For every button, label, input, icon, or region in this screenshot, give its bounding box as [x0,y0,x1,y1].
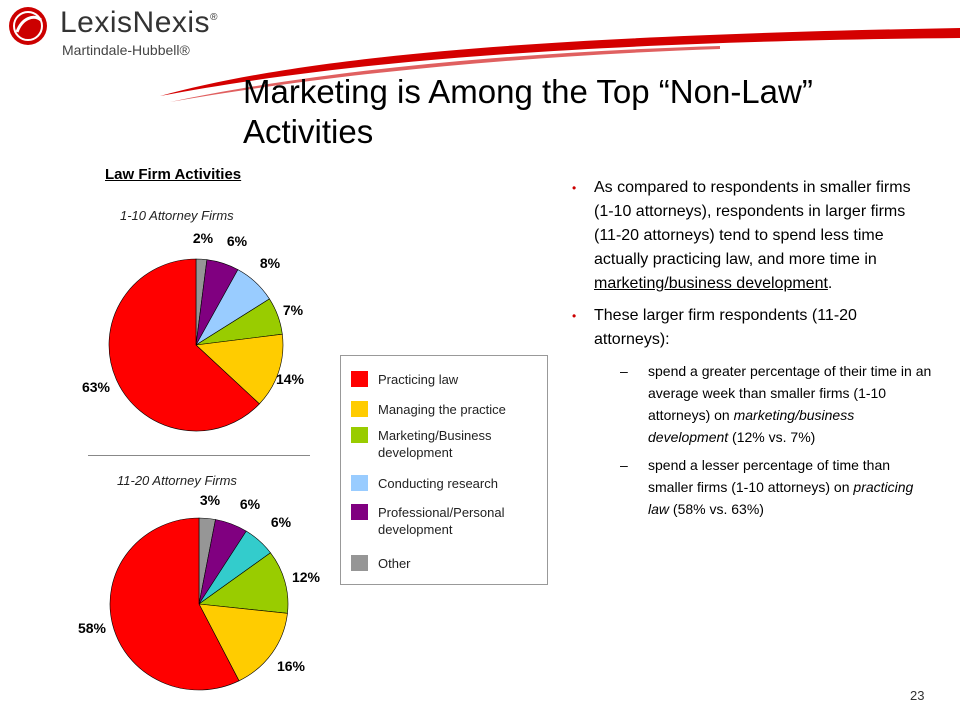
sub-bullet-text: spend a greater percentage of their time… [648,363,932,423]
pie-chart-1-10: 63% 14% 7% 8% 6% 2% [82,230,305,432]
legend-swatch [351,401,368,417]
legend-swatch [351,371,368,387]
legend-item-managing: Managing the practice [351,401,538,418]
legend-label: Marketing/Business development [378,428,492,460]
lexisnexis-logo-icon [9,7,47,45]
pie-data-label: 8% [260,255,281,271]
bullet-dot: • [572,309,577,323]
pie-data-label: 12% [292,569,321,585]
pie-data-label: 2% [193,230,214,246]
legend-swatch [351,504,368,520]
pie-slice-managing-the-practice [198,603,288,682]
legend-label: Conducting research [378,476,498,491]
pie-data-label: 7% [283,302,304,318]
pie-data-label: 63% [82,379,111,395]
legend-label: Managing the practice [378,402,506,417]
bullet-text: These larger firm respondents (11-20 att… [594,307,857,348]
pie1-title: 1-10 Attorney Firms [120,208,234,223]
divider [88,455,310,456]
brand-subtitle: Martindale-Hubbell® [62,42,190,58]
bullet-underlined: marketing/business development [594,275,828,292]
sub-bullet-text: (58% vs. 63%) [669,501,764,517]
sub-bullet-dash: – [620,457,628,473]
legend-item-professional: Professional/Personal development [351,504,538,538]
brand-name: LexisNexis® [60,6,218,39]
bullet-list: • As compared to respondents in smaller … [572,176,932,526]
sub-bullet-italic: marketing/business development [648,407,855,445]
legend-item-marketing: Marketing/Business development [351,427,538,461]
pie-data-label: 3% [200,492,221,508]
sub-bullet-italic: practicing law [648,479,914,517]
pie-data-label: 6% [271,514,292,530]
legend-label: Professional/Personal development [378,505,505,537]
legend-item-practicing-law: Practicing law [351,371,538,388]
pie-data-label: 14% [276,371,305,387]
legend-swatch [351,427,368,443]
sub-bullet-text: (12% vs. 7%) [728,429,816,445]
legend-item-other: Other [351,555,538,572]
chart-heading: Law Firm Activities [105,166,242,183]
bullet-item: • These larger firm respondents (11-20 a… [572,304,932,352]
pie-data-label: 6% [240,496,261,512]
bullet-text: As compared to respondents in smaller fi… [594,179,911,268]
pie-data-label: 6% [227,233,248,249]
pie-chart-11-20: 58% 16% 12% 6% 6% 3% [78,492,321,691]
slide-title: Marketing is Among the Top “Non-Law” Act… [243,73,813,150]
pie-data-label: 16% [277,658,306,674]
legend-item-research: Conducting research [351,475,538,492]
pie-slice-managing-the-practice [195,333,284,405]
bullet-item: • As compared to respondents in smaller … [572,176,932,296]
legend-swatch [351,555,368,571]
legend-label: Practicing law [378,372,459,387]
pie-data-label: 58% [78,620,107,636]
bullet-text: . [827,275,833,292]
chart-legend: Practicing law Managing the practice Mar… [340,355,548,585]
bullet-dot: • [572,181,577,195]
sub-bullet-text: spend a lesser percentage of time than s… [648,457,891,495]
sub-bullet-dash: – [620,363,628,379]
pie-charts: 63% 14% 7% 8% 6% 2% 58% 16% 12% 6% 6% 3% [78,230,321,691]
header-swoosh [160,28,960,102]
legend-swatch [351,475,368,491]
sub-bullet-item: – spend a lesser percentage of time than… [572,454,932,520]
pie2-title: 11-20 Attorney Firms [117,473,237,488]
sub-bullet-item: – spend a greater percentage of their ti… [572,360,932,448]
legend-label: Other [378,556,411,571]
page-number: 23 [910,688,925,703]
pie-slice-practicing-law [109,517,240,691]
pie-slice-marketing-business-development [198,552,289,614]
pie-slice-practicing-law [108,258,260,432]
